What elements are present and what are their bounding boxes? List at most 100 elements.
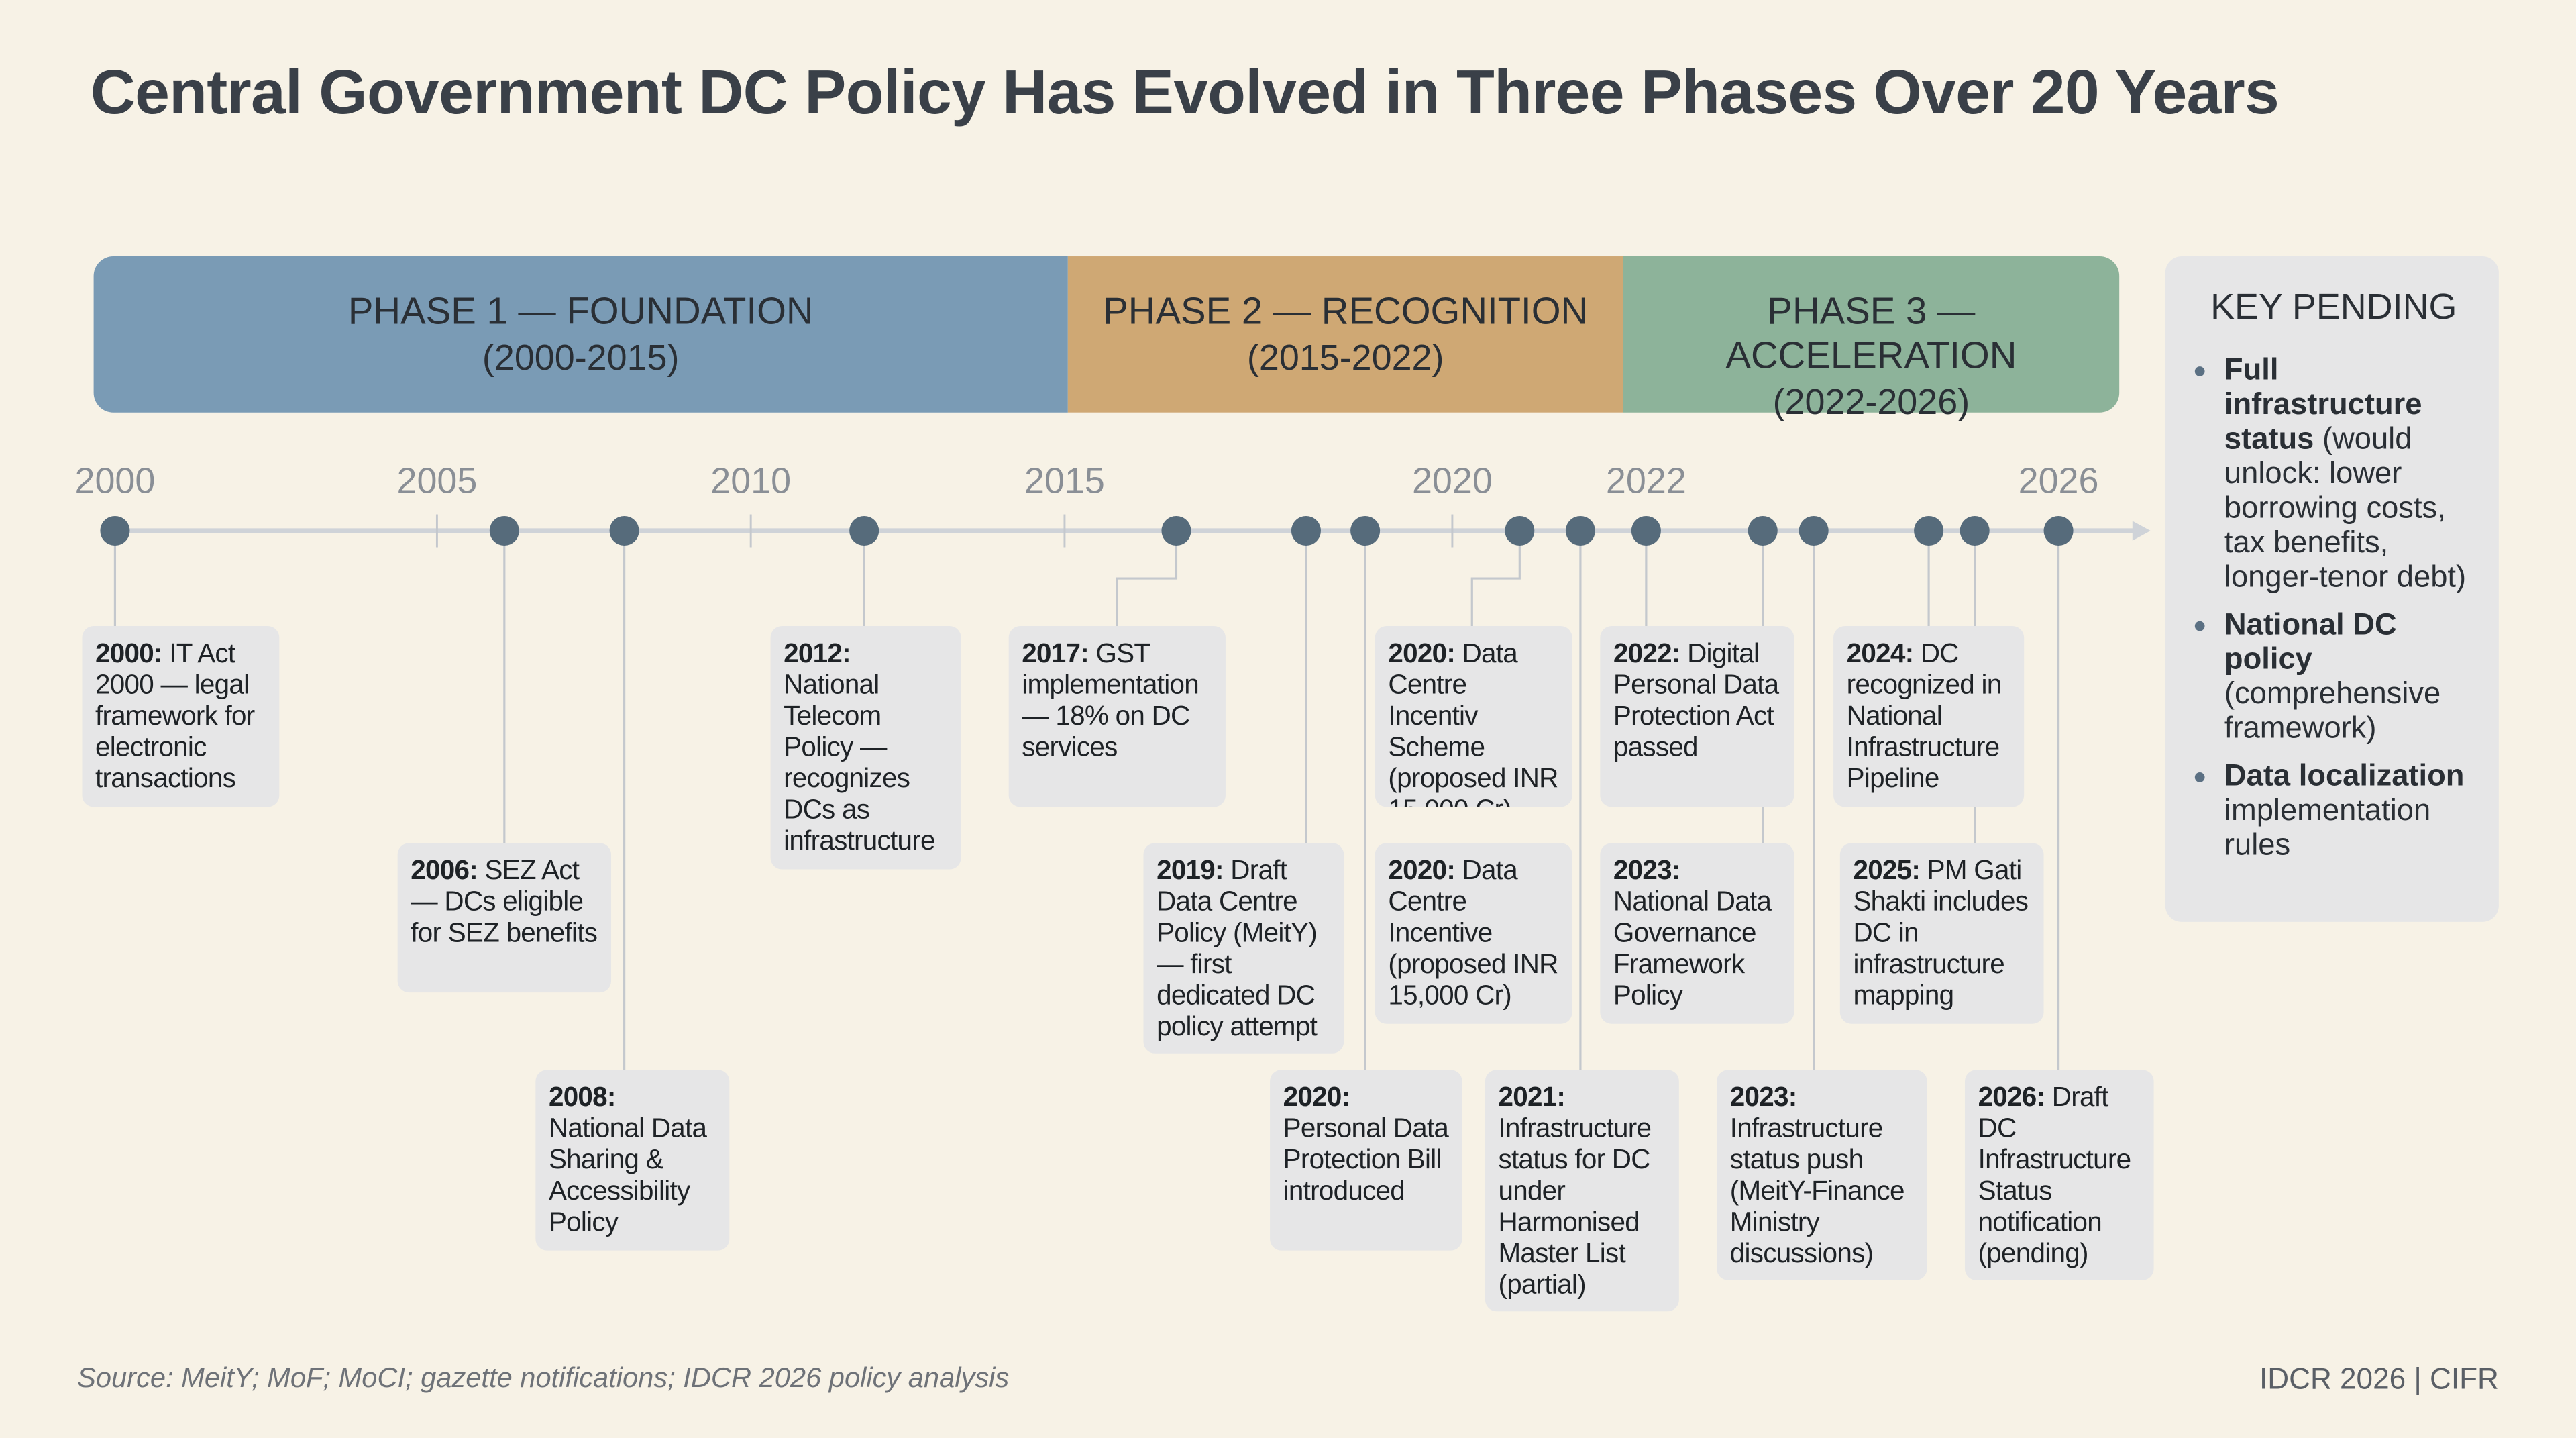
event-year: 2023: (1613, 856, 1680, 886)
title: Central Government DC Policy Has Evolved… (90, 59, 2279, 129)
timeline-dot (1799, 515, 1829, 546)
event-year: 2023: (1729, 1082, 1797, 1113)
event-card: 2020: Data Centre Incentiv Scheme (propo… (1375, 626, 1572, 807)
credit: IDCR 2026 | CIFR (2259, 1362, 2499, 1396)
phase-years: (2015-2022) (1246, 337, 1444, 378)
event-card: 2020: Personal Data Protection Bill intr… (1270, 1070, 1462, 1251)
phase-label: PHASE 1 — FOUNDATION (347, 289, 814, 332)
source: Source: MeitY; MoF; MoCI; gazette notifi… (77, 1362, 1010, 1394)
event-year: 2025: (1853, 856, 1921, 886)
pending-text: (comprehensive framework) (2224, 675, 2441, 745)
timeline-dot (1161, 515, 1191, 546)
event-text: Digital Personal Data Protection Act pas… (1613, 639, 1779, 763)
axis-year-label: 2005 (396, 460, 478, 501)
phase-years: (2022-2026) (1772, 381, 1970, 423)
phase-band: PHASE 3 — ACCELERATION (2022-2026) (1623, 256, 2120, 422)
timeline-dot (100, 515, 130, 546)
event-text: Infrastructure status for DC under Harmo… (1498, 1114, 1652, 1300)
phase-years: (2000-2015) (482, 337, 680, 378)
event-text: IT Act 2000 — legal framework for electr… (95, 639, 255, 794)
event-year: 2020: (1388, 639, 1456, 669)
event-text: National Data Governance Framework Polic… (1613, 887, 1772, 1011)
axis-year-label: 2010 (710, 460, 792, 501)
event-text: SEZ Act — DCs eligible for SEZ benefits (411, 856, 598, 949)
event-text: PM Gati Shakti includes DC in infrastruc… (1853, 856, 2029, 1011)
phase-label: PHASE 2 — RECOGNITION (1103, 289, 1589, 332)
event-card: 2012: National Telecom Policy — recogniz… (770, 626, 961, 870)
timeline-dot (1748, 515, 1778, 546)
event-year: 2020: (1388, 856, 1456, 886)
axis-year-label: 2020 (1411, 460, 1493, 501)
timeline-dot (1350, 515, 1381, 546)
timeline-dot (609, 515, 639, 546)
pending-item: Data localization implementation rules (2224, 758, 2476, 861)
event-year: 2020: (1283, 1082, 1350, 1113)
event-text: Draft DC Infrastructure Status notificat… (1978, 1082, 2132, 1269)
key-pending: KEY PENDING Full infrastructure status (… (2165, 256, 2499, 922)
pending-bold: National DC policy (2224, 606, 2397, 676)
axis-year-label: 2026 (2018, 460, 2099, 501)
pending-text: implementation rules (2224, 792, 2431, 862)
connector (1470, 531, 1521, 627)
key-pending-list: Full infrastructure status (would unlock… (2192, 352, 2476, 861)
timeline-dot (1960, 515, 1990, 546)
axis-year-label: 2015 (1024, 460, 1105, 501)
axis-arrow (2132, 521, 2151, 541)
connector (1116, 531, 1178, 627)
event-card: 2026: Draft DC Infrastructure Status not… (1964, 1070, 2154, 1280)
event-card: 2023: National Data Governance Framework… (1600, 843, 1794, 1024)
event-year: 2008: (548, 1082, 616, 1113)
timeline-dot (1565, 515, 1595, 546)
axis-year-label: 2000 (74, 460, 156, 501)
timeline-dot (1291, 515, 1321, 546)
event-year: 2021: (1498, 1082, 1566, 1113)
event-card: 2024: DC recognized in National Infrastr… (1833, 626, 2025, 807)
timeline-dot (2043, 515, 2074, 546)
event-card: 2023: Infrastructure status push (MeitY-… (1717, 1070, 1927, 1280)
event-year: 2000: (95, 639, 162, 669)
event-text: DC recognized in National Infrastructure… (1846, 639, 2002, 794)
event-card: 2022: Digital Personal Data Protection A… (1600, 626, 1794, 807)
timeline-dot (1914, 515, 1944, 546)
event-card: 2000: IT Act 2000 — legal framework for … (82, 626, 280, 807)
event-year: 2006: (411, 856, 478, 886)
event-year: 2019: (1157, 856, 1224, 886)
phase-band: PHASE 2 — RECOGNITION (2015-2022) (1067, 256, 1623, 413)
phase-band: PHASE 1 — FOUNDATION (2000-2015) (93, 256, 1068, 413)
pending-text: (would unlock: lower borrowing costs, ta… (2224, 420, 2467, 594)
event-card: 2017: GST implementation — 18% on DC ser… (1008, 626, 1226, 807)
event-text: National Data Sharing & Accessibility Po… (548, 1114, 707, 1238)
event-text: Personal Data Protection Bill introduced (1283, 1114, 1449, 1206)
event-card: 2020: Data Centre Incentive (proposed IN… (1375, 843, 1572, 1024)
event-text: Infrastructure status push (MeitY-Financ… (1729, 1114, 1905, 1269)
event-card: 2025: PM Gati Shakti includes DC in infr… (1839, 843, 2044, 1024)
event-text: Draft Data Centre Policy (MeitY) — first… (1157, 856, 1318, 1042)
timeline-dot (489, 515, 519, 546)
phase-label: PHASE 3 — ACCELERATION (1725, 289, 2017, 376)
event-year: 2024: (1846, 639, 1914, 669)
pending-bold: Full infrastructure status (2224, 352, 2422, 456)
event-year: 2022: (1613, 639, 1680, 669)
event-text: GST implementation — 18% on DC services (1022, 639, 1199, 763)
event-text: Data Centre Incentive (proposed INR 15,0… (1388, 856, 1558, 1011)
key-pending-title: KEY PENDING (2210, 286, 2457, 327)
pending-item: National DC policy (comprehensive framew… (2224, 607, 2476, 745)
event-year: 2012: (784, 639, 851, 669)
event-card: 2019: Draft Data Centre Policy (MeitY) —… (1143, 843, 1344, 1054)
event-text: National Telecom Policy — recognizes DCs… (784, 670, 935, 856)
event-card: 2021: Infrastructure status for DC under… (1485, 1070, 1679, 1312)
event-card: 2006: SEZ Act — DCs eligible for SEZ ben… (397, 843, 612, 993)
timeline-dot (1631, 515, 1661, 546)
timeline-dot (849, 515, 879, 546)
event-card: 2008: National Data Sharing & Accessibil… (535, 1070, 730, 1251)
event-year: 2026: (1978, 1082, 2045, 1113)
pending-bold: Data localization (2224, 757, 2465, 792)
event-year: 2017: (1022, 639, 1089, 669)
pending-item: Full infrastructure status (would unlock… (2224, 352, 2476, 593)
axis-year-label: 2022 (1605, 460, 1686, 501)
event-text: Data Centre Incentiv Scheme (proposed IN… (1388, 639, 1558, 807)
timeline-dot (1505, 515, 1535, 546)
